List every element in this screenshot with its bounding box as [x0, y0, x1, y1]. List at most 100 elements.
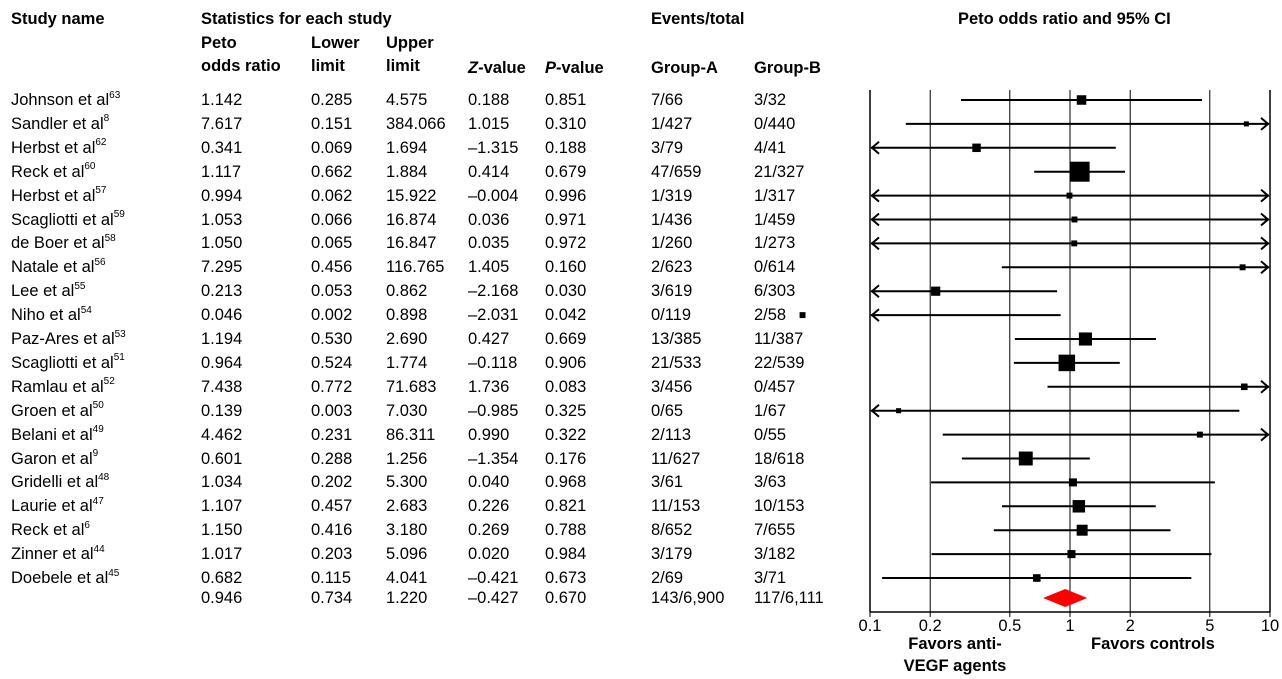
study-p-value: 0.160	[545, 258, 587, 277]
study-p-value: 0.322	[545, 425, 587, 444]
study-z-value: 0.427	[468, 330, 510, 348]
study-reference: 62	[95, 137, 107, 149]
study-group-b: 1/67	[754, 401, 787, 420]
study-odds-ratio: 0.139	[201, 401, 243, 420]
study-p-value: 0.310	[545, 114, 587, 133]
study-group-b: 0/614	[754, 258, 796, 277]
study-name: Doebele et al45	[11, 567, 120, 587]
study-upper-limit: 1.694	[386, 138, 428, 157]
header-group-a: Group-A	[651, 59, 718, 77]
study-upper-limit: 384.066	[386, 114, 446, 133]
study-lower-limit: 0.151	[311, 114, 353, 133]
effect-marker	[931, 286, 941, 296]
study-group-a: 3/456	[651, 377, 693, 396]
study-group-b: 1/459	[754, 210, 796, 229]
header-z-value: Z-value	[468, 59, 526, 77]
study-group-b: 4/41	[754, 138, 787, 157]
effect-marker	[1018, 451, 1033, 466]
study-group-a: 13/385	[651, 330, 702, 348]
study-odds-ratio: 1.050	[201, 234, 243, 253]
study-group-b: 0/55	[754, 425, 787, 444]
study-z-value: 0.040	[468, 473, 510, 492]
ci-arrow-left	[870, 212, 880, 227]
study-z-value: –0.985	[468, 401, 519, 420]
favors-left-line1: Favors anti-	[908, 635, 1002, 653]
study-lower-limit: 0.003	[311, 401, 353, 420]
study-group-a: 47/659	[651, 162, 702, 181]
study-odds-ratio: 1.034	[201, 473, 243, 492]
ci-arrow-right	[1260, 260, 1270, 275]
study-reference: 8	[103, 113, 110, 125]
study-p-value: 0.669	[545, 330, 587, 348]
study-name: Belani et al49	[11, 424, 104, 444]
study-upper-limit: 16.847	[386, 234, 437, 253]
study-p-value: 0.972	[545, 234, 587, 253]
effect-marker	[1067, 550, 1076, 559]
study-name: Reck et al60	[11, 161, 96, 181]
study-upper-limit: 0.898	[386, 306, 428, 325]
study-upper-limit: 4.041	[386, 569, 428, 587]
study-p-value: 0.030	[545, 282, 587, 301]
effect-marker	[972, 143, 981, 153]
study-group-b: 21/327	[754, 162, 805, 181]
study-z-value: 0.414	[468, 162, 510, 181]
header-statistics-group: Statistics for each study	[201, 10, 392, 28]
study-name: Reck et al6	[11, 519, 90, 540]
study-reference: 56	[94, 256, 106, 268]
header-upper-line1: Upper	[386, 34, 434, 52]
x-tick-label: 2	[1126, 617, 1135, 635]
effect-marker	[1068, 478, 1077, 487]
header-peto-line1: Peto	[201, 34, 237, 52]
study-p-value: 0.042	[545, 306, 587, 325]
study-name: Johnson et al63	[11, 89, 121, 109]
pooled-odds-ratio: 0.946	[201, 589, 243, 607]
study-odds-ratio: 1.142	[201, 91, 243, 109]
study-reference: 9	[92, 448, 99, 459]
study-upper-limit: 15.922	[386, 186, 437, 205]
study-odds-ratio: 4.462	[201, 425, 243, 444]
effect-marker	[1069, 161, 1090, 182]
ci-arrow-right	[1260, 212, 1270, 227]
study-lower-limit: 0.066	[311, 210, 353, 229]
ci-arrow-left	[870, 403, 880, 418]
header-lower-line2: limit	[311, 57, 345, 75]
study-name: Garon et al9	[11, 448, 99, 468]
study-group-a: 1/427	[651, 114, 693, 133]
study-group-a: 3/61	[651, 473, 684, 492]
study-z-value: –0.421	[468, 569, 519, 587]
study-upper-limit: 5.300	[386, 473, 428, 492]
study-lower-limit: 0.524	[311, 353, 353, 372]
study-name: Herbst et al62	[11, 137, 107, 157]
effect-marker	[1239, 264, 1246, 271]
ci-arrow-right	[1260, 380, 1270, 394]
effect-marker	[1066, 192, 1073, 199]
study-z-value: –2.168	[468, 282, 519, 301]
study-z-value: 1.015	[468, 114, 510, 133]
study-group-a: 3/179	[651, 545, 693, 564]
pooled-upper-limit: 1.220	[386, 589, 428, 607]
study-group-a: 2/623	[651, 258, 693, 277]
study-p-value: 0.679	[545, 162, 587, 181]
study-reference: 44	[93, 543, 105, 555]
study-lower-limit: 0.288	[311, 449, 353, 468]
effect-marker	[1196, 431, 1203, 438]
study-reference: 59	[113, 209, 125, 220]
study-z-value: –1.354	[468, 449, 519, 468]
study-upper-limit: 1.774	[386, 353, 428, 372]
effect-marker	[1241, 383, 1248, 391]
study-lower-limit: 0.203	[311, 545, 353, 564]
study-odds-ratio: 0.046	[201, 306, 243, 325]
study-upper-limit: 4.575	[386, 91, 428, 109]
study-reference: 50	[92, 400, 104, 412]
study-group-b: 10/153	[754, 497, 805, 516]
study-group-a: 0/65	[651, 401, 684, 420]
study-odds-ratio: 0.341	[201, 138, 243, 157]
study-group-a: 2/69	[651, 569, 684, 587]
study-p-value: 0.968	[545, 473, 587, 492]
study-p-value: 0.188	[545, 138, 587, 157]
study-lower-limit: 0.662	[311, 162, 353, 181]
study-odds-ratio: 7.438	[201, 377, 243, 396]
pooled-group-a: 143/6,900	[651, 589, 725, 607]
study-name: Lee et al55	[11, 280, 86, 301]
study-p-value: 0.788	[545, 521, 587, 540]
